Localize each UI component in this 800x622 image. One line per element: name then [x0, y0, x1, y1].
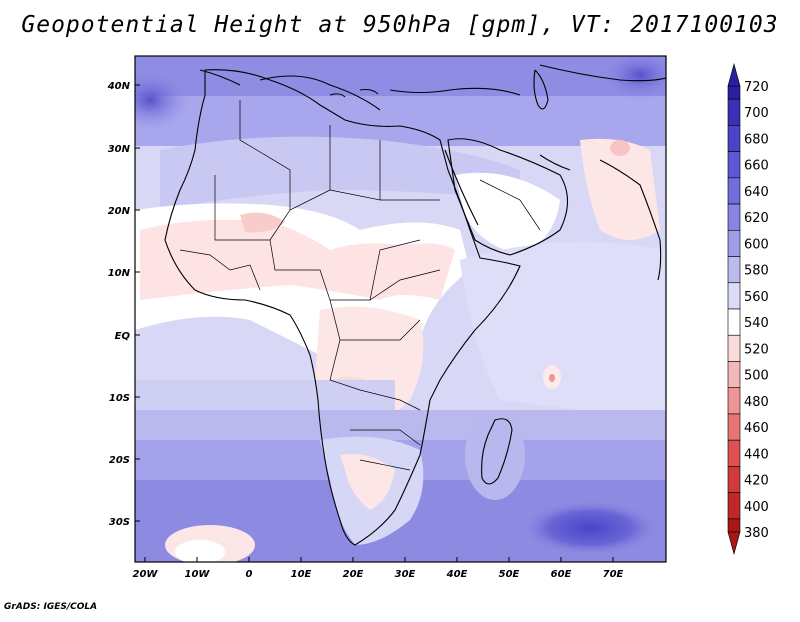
- colorbar-swatch: [727, 177, 741, 205]
- colorbar-swatch: [727, 125, 741, 152]
- colorbar-label: 620: [744, 211, 769, 226]
- colorbar-label: 700: [744, 106, 769, 121]
- colorbar-min-arrow: [727, 531, 741, 556]
- lat-label-20n: 20N: [108, 206, 131, 217]
- coastlines: [164, 64, 666, 546]
- colorbar-swatch: [727, 256, 741, 284]
- lat-label-30n: 30N: [108, 144, 131, 155]
- lon-label-10e: 10E: [291, 569, 312, 580]
- lon-label-50e: 50E: [499, 569, 520, 580]
- colorbar-label: 680: [744, 132, 769, 147]
- colorbar-label: 480: [744, 395, 769, 410]
- colorbar-label: 440: [744, 447, 769, 462]
- axis-ticks: [135, 84, 614, 562]
- lon-label-30e: 30E: [395, 569, 416, 580]
- lon-label-70e: 70E: [603, 569, 624, 580]
- colorbar-swatch: [727, 151, 741, 179]
- colorbar-label: 460: [744, 421, 769, 436]
- colorbar-swatch: [727, 387, 741, 415]
- lat-label-10s: 10S: [109, 393, 130, 404]
- colorbar-label: 660: [744, 159, 769, 174]
- lat-label-20s: 20S: [109, 455, 130, 466]
- lat-labels: 40N 30N 20N 10N EQ 10S 20S 30S: [107, 81, 131, 528]
- colorbar-swatch: [727, 413, 741, 441]
- plot-frame: [134, 55, 667, 563]
- lon-label-20e: 20E: [343, 569, 364, 580]
- colorbar-swatch: [727, 361, 741, 389]
- footer-credit: GrADS: IGES/COLA: [4, 602, 98, 612]
- colorbar-swatch: [727, 334, 741, 362]
- country-borders: [179, 100, 541, 471]
- colorbar-label: 380: [744, 526, 769, 541]
- lon-label-40e: 40E: [446, 569, 468, 580]
- colorbar-swatch: [727, 308, 741, 336]
- colorbar-swatch: [727, 518, 741, 533]
- colorbar-swatch: [727, 203, 741, 231]
- height-field: [135, 56, 666, 562]
- colorbar-label: 500: [744, 369, 769, 384]
- colorbar-label: 580: [744, 264, 769, 279]
- colorbar-label: 600: [744, 237, 769, 252]
- colorbar-max-arrow: [727, 62, 741, 87]
- lon-labels: 20W 10W 0 10E 20E 30E 40E 50E 60E 70E: [133, 569, 624, 580]
- map-title: Geopotential Height at 950hPa [gpm], VT:…: [21, 12, 779, 38]
- colorbar-label: 720: [744, 80, 769, 95]
- colorbar-label: 400: [744, 500, 769, 515]
- colorbar-label: 540: [744, 316, 769, 331]
- lon-label-10w: 10W: [185, 569, 211, 580]
- colorbar-label: 560: [744, 290, 769, 305]
- lat-label-eq: EQ: [115, 331, 131, 342]
- colorbar-swatch: [727, 229, 741, 257]
- colorbar-swatch: [727, 466, 741, 493]
- colorbar-label: 640: [744, 185, 769, 200]
- colorbar-label: 520: [744, 342, 769, 357]
- colorbar-swatch: [727, 98, 741, 126]
- colorbar: 720 700 680 660 640 620 600 580 560 540 520 500 480 4…: [727, 62, 769, 556]
- lon-label-20w: 20W: [133, 569, 159, 580]
- colorbar-swatch: [727, 492, 741, 520]
- lat-label-40n: 40N: [107, 81, 131, 92]
- lat-label-30s: 30S: [109, 517, 130, 528]
- colorbar-swatch: [727, 439, 741, 467]
- lon-label-0: 0: [246, 569, 253, 580]
- colorbar-label: 420: [744, 474, 769, 489]
- lat-label-10n: 10N: [108, 268, 131, 279]
- lon-label-60e: 60E: [551, 569, 572, 580]
- colorbar-swatch: [727, 85, 741, 100]
- colorbar-swatch: [727, 282, 741, 310]
